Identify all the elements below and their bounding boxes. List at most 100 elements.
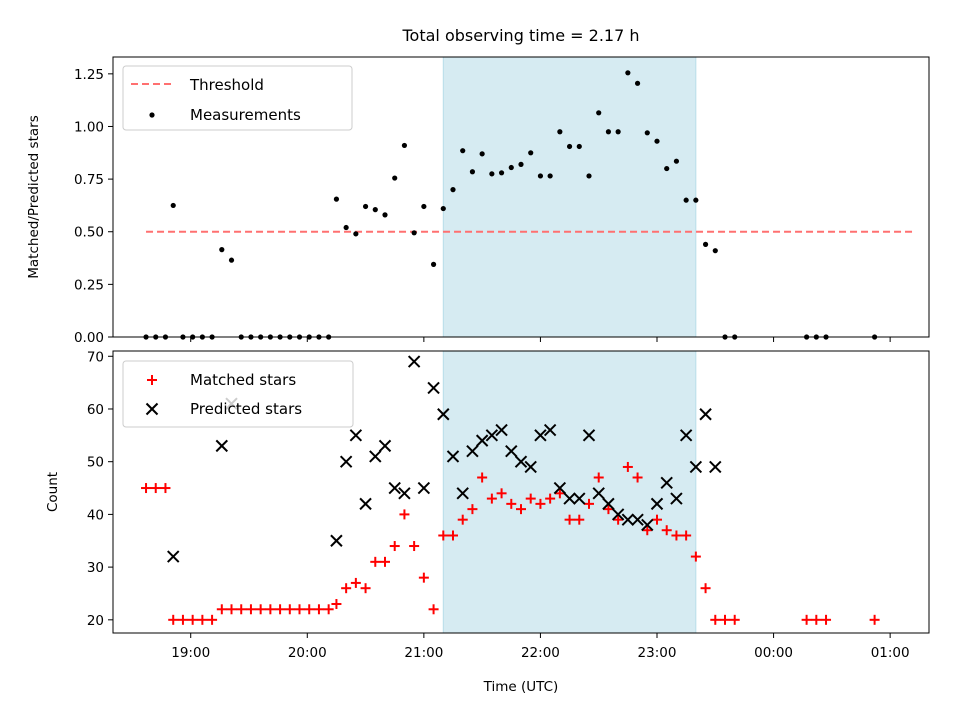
measurement-point	[712, 248, 718, 254]
predicted-star-point	[407, 355, 421, 368]
measurement-point	[333, 196, 340, 202]
matched-star-point	[869, 614, 880, 625]
predicted-star-point	[592, 487, 605, 500]
predicted-star-point	[369, 450, 382, 463]
predicted-star-point	[398, 487, 411, 500]
matched-star-point	[350, 577, 361, 588]
measurement-point	[170, 202, 176, 209]
measurement-point	[353, 231, 359, 237]
time-x-tick-label: 21:00	[404, 645, 443, 661]
matched-star-point	[700, 583, 711, 594]
count-panel: 20 30 40 50 60 70 19:00 20:00 21:00 22:00 23:00 00:…	[45, 349, 930, 695]
chart-title: Total observing time = 2.17 h	[401, 26, 639, 45]
count-y-tick-label: 20	[87, 613, 104, 629]
matched-star-point	[341, 583, 352, 594]
matched-star-point	[380, 556, 390, 567]
matched-star-point	[197, 614, 208, 625]
measurement-point	[528, 150, 534, 156]
matched-star-point	[313, 604, 324, 615]
count-legend-box	[122, 360, 354, 428]
measurement-point	[547, 173, 553, 179]
predicted-star-point	[514, 455, 528, 468]
matched-star-point	[187, 614, 198, 625]
measurement-point	[615, 129, 621, 135]
matched-star-point	[226, 604, 237, 615]
predicted-star-point	[621, 513, 635, 526]
measurement-point	[343, 224, 349, 231]
matched-star-point	[525, 493, 536, 504]
matched-star-point	[245, 604, 256, 615]
matched-star-point	[584, 498, 594, 509]
time-x-tick-label: 00:00	[754, 645, 793, 661]
predicted-star-point	[437, 408, 450, 421]
matched-star-point	[216, 604, 227, 615]
matched-star-point	[496, 488, 507, 499]
predicted-star-point	[563, 492, 576, 505]
measurement-point	[683, 197, 689, 203]
predicted-star-point	[349, 429, 363, 442]
predicted-star-point	[215, 439, 229, 453]
matched-star-point	[554, 488, 565, 499]
matched-star-point	[593, 472, 604, 483]
matched-legend-swatch	[147, 375, 157, 385]
measurement-point	[469, 169, 476, 175]
matched-star-point	[574, 514, 585, 525]
predicted-star-point	[611, 508, 625, 521]
predicted-star-point	[466, 444, 479, 458]
matched-star-point	[545, 493, 556, 504]
observing-window-span	[442, 56, 697, 338]
predicted-star-point	[553, 481, 567, 495]
count-panel-frame	[112, 350, 930, 634]
predicted-star-point	[167, 550, 180, 563]
matched-star-point	[323, 604, 334, 615]
matched-star-point	[681, 530, 692, 541]
matched-star-point	[389, 541, 400, 552]
matched-star-point	[564, 514, 575, 525]
time-x-tick-label: 23:00	[638, 645, 677, 661]
matched-star-point	[284, 604, 295, 615]
matched-star-point	[516, 504, 526, 515]
time-x-tick-label: 22:00	[521, 645, 560, 661]
matched-star-point	[160, 483, 171, 494]
matched-star-point	[275, 604, 286, 615]
count-y-tick-label: 40	[87, 507, 104, 523]
ratio-y-axis-label: Matched/Predicted stars	[26, 115, 42, 278]
matched-star-point	[457, 514, 468, 525]
predicted-star-point	[650, 497, 664, 511]
measurement-point	[450, 187, 456, 193]
measurement-point	[673, 158, 680, 164]
predicted-star-point	[689, 460, 703, 474]
matched-star-point	[535, 498, 546, 509]
measurement-point	[518, 161, 524, 167]
measurement-point	[498, 170, 505, 176]
matched-star-point	[710, 614, 721, 625]
matched-star-point	[438, 530, 449, 541]
count-y-tick-label: 30	[87, 560, 104, 576]
measurement-point	[664, 165, 670, 172]
matched-star-point	[265, 604, 276, 615]
measurement-point	[508, 164, 514, 171]
matched-star-point	[801, 614, 812, 625]
predicted-star-point	[602, 497, 615, 511]
measurement-point	[586, 173, 592, 179]
predicted-star-point	[679, 429, 693, 442]
measurement-point	[702, 241, 709, 247]
matched-star-point	[467, 504, 478, 515]
measurement-point	[625, 70, 631, 76]
matched-star-point	[331, 599, 342, 610]
measurement-point	[411, 230, 417, 236]
predicted-star-point	[709, 460, 722, 474]
predicted-star-point	[543, 423, 557, 437]
matched-star-point	[821, 614, 832, 625]
count-y-tick-label: 60	[87, 402, 104, 418]
predicted-star-point	[485, 429, 499, 442]
measurement-point	[605, 129, 612, 135]
matched-star-point	[477, 472, 488, 483]
measurement-point	[644, 130, 650, 136]
count-y-tick-label: 70	[87, 349, 104, 365]
predicted-star-point	[359, 497, 372, 511]
matched-star-point	[207, 614, 218, 625]
predicted-star-point	[641, 518, 654, 532]
predicted-star-point	[534, 429, 547, 442]
matched-star-point	[236, 604, 247, 615]
